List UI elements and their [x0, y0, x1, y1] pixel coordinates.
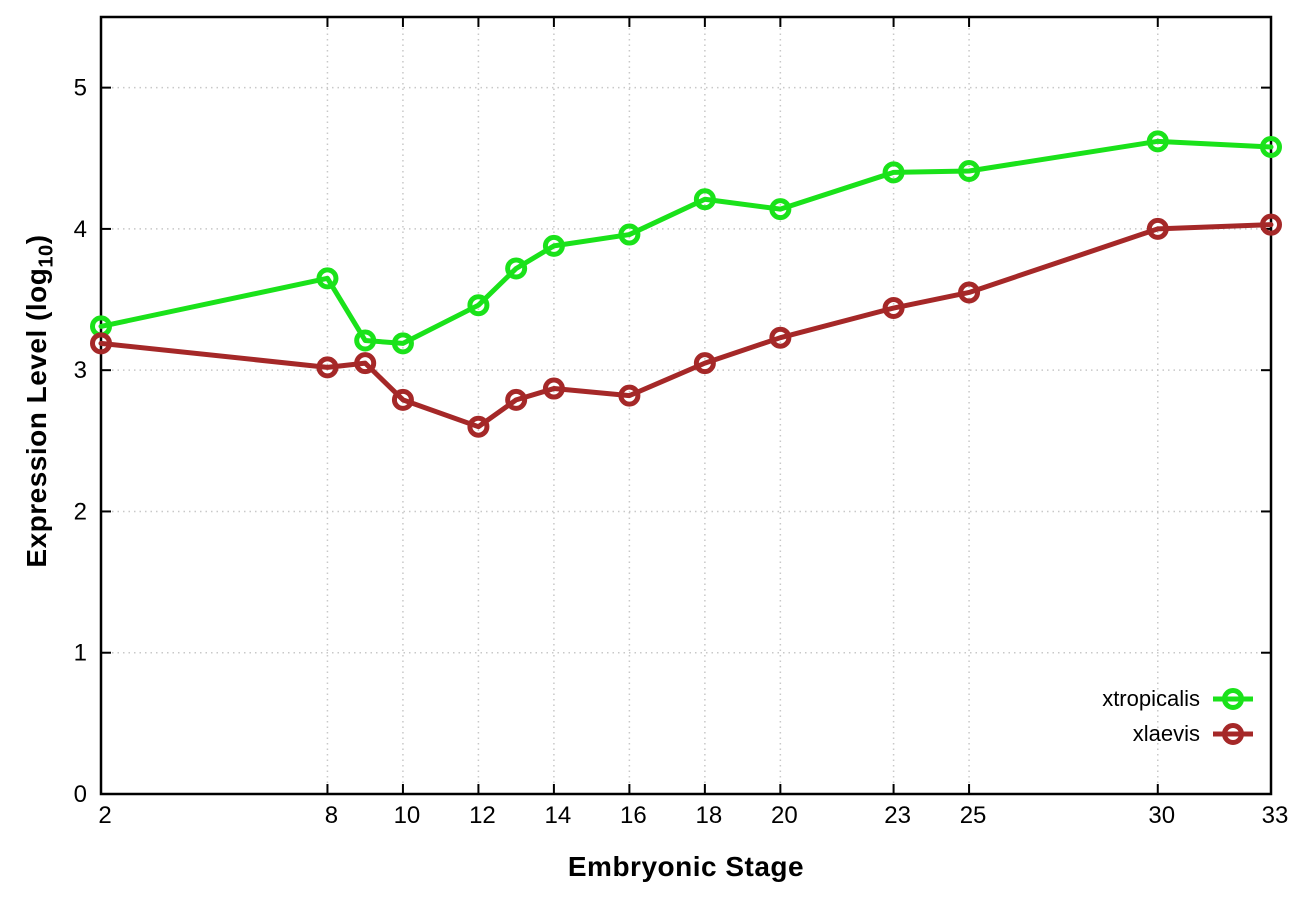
data-point-xtropicalis — [542, 234, 565, 257]
data-point-xlaevis — [1260, 213, 1282, 236]
plot-border — [99, 15, 1273, 796]
y-tick-label: 5 — [74, 75, 87, 102]
y-tick-label: 4 — [74, 216, 87, 243]
data-point-xtropicalis — [391, 332, 414, 355]
series-line-xtropicalis — [98, 138, 1274, 346]
data-point-xlaevis — [467, 415, 490, 438]
data-point-xlaevis — [618, 384, 641, 407]
y-axis-label-main: Expression Level (log — [21, 267, 52, 568]
y-axis-label-subscript: 10 — [35, 244, 58, 268]
data-point-xtropicalis — [354, 329, 377, 352]
data-point-xtropicalis — [769, 198, 792, 221]
legend-item-xlaevis: xlaevis — [1133, 717, 1256, 750]
x-tick-label: 30 — [1148, 802, 1175, 829]
data-point-xlaevis — [391, 388, 414, 411]
x-tick-label: 33 — [1262, 802, 1289, 829]
data-point-xlaevis — [505, 388, 528, 411]
legend-label-xlaevis: xlaevis — [1132, 720, 1200, 746]
x-tick-label: 12 — [469, 802, 496, 829]
legend-marker-xlaevis — [1213, 722, 1253, 745]
data-point-xlaevis — [769, 326, 792, 349]
data-point-xlaevis — [882, 297, 905, 320]
data-point-xtropicalis — [958, 159, 981, 182]
data-point-xtropicalis — [1260, 135, 1282, 158]
series-line-xlaevis — [98, 222, 1274, 430]
data-point-xlaevis — [90, 332, 112, 355]
x-axis-label: Embryonic Stage — [567, 851, 805, 882]
series-xlaevis — [90, 213, 1282, 438]
y-tick-labels: 0 1 2 3 4 5 — [74, 75, 87, 808]
y-axis-label: Expression Level (log10) — [16, 101, 58, 701]
x-tick-label: 14 — [545, 802, 572, 829]
x-tick-label: 18 — [696, 802, 723, 829]
tick-marks — [100, 17, 1272, 795]
y-tick-label: 1 — [74, 640, 87, 667]
x-tick-label: 16 — [620, 802, 647, 829]
y-tick-label: 3 — [74, 357, 87, 384]
data-point-xtropicalis — [1146, 130, 1169, 153]
data-point-xtropicalis — [882, 161, 905, 184]
x-tick-label: 2 — [98, 802, 111, 829]
x-tick-label: 8 — [325, 802, 338, 829]
y-tick-label: 2 — [74, 498, 87, 525]
data-point-xlaevis — [354, 352, 377, 375]
gridlines — [101, 17, 1271, 794]
data-point-xlaevis — [958, 281, 981, 304]
data-point-xlaevis — [693, 352, 716, 375]
data-point-xtropicalis — [618, 223, 641, 246]
x-tick-labels: 2 8 10 12 14 16 18 20 23 25 30 33 — [98, 802, 1288, 829]
data-point-xtropicalis — [316, 267, 339, 290]
x-tick-label: 10 — [394, 802, 421, 829]
y-axis-label-close: ) — [21, 234, 52, 245]
legend-item-xtropicalis: xtropicalis — [1102, 682, 1256, 715]
data-point-xtropicalis — [505, 257, 528, 280]
y-tick-label: 0 — [74, 781, 87, 808]
data-point-xlaevis — [316, 356, 339, 379]
data-point-xlaevis — [1146, 217, 1169, 240]
legend-marker-xtropicalis — [1213, 687, 1253, 710]
data-point-xlaevis — [542, 377, 565, 400]
x-tick-label: 25 — [960, 802, 987, 829]
legend-label-xtropicalis: xtropicalis — [1102, 685, 1200, 711]
legend: xtropicalis xlaevis — [1102, 682, 1256, 750]
data-point-xtropicalis — [467, 294, 490, 317]
x-tick-label: 20 — [771, 802, 798, 829]
x-tick-label: 23 — [884, 802, 911, 829]
data-point-xtropicalis — [693, 188, 716, 211]
series-xtropicalis — [90, 130, 1282, 355]
